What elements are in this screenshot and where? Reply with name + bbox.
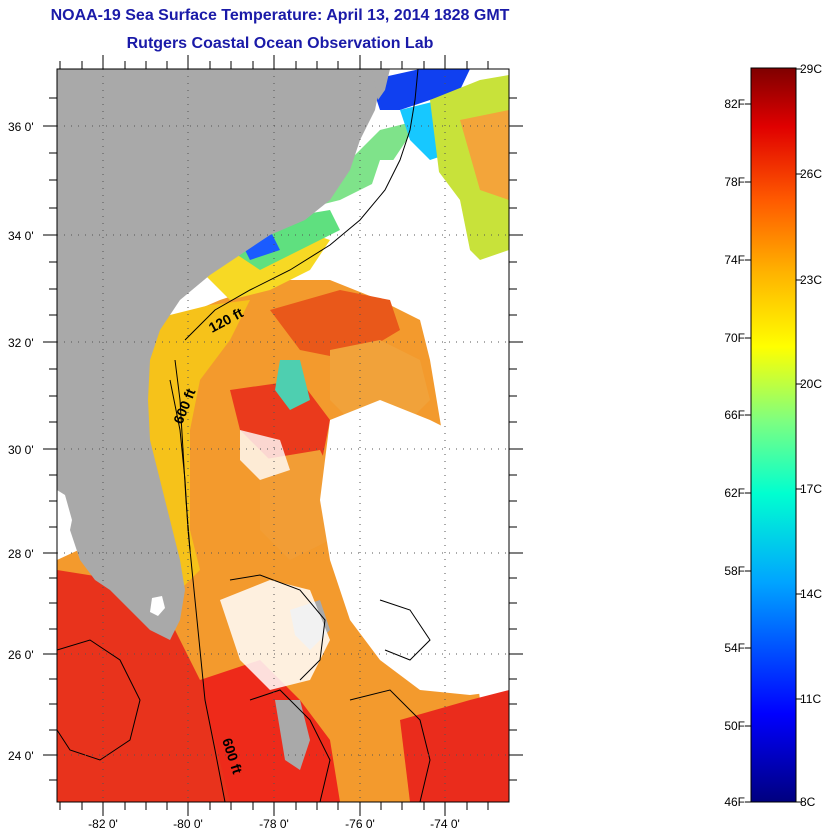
island: [275, 700, 310, 770]
lat-label: 24 0': [8, 749, 34, 763]
depth-contours: [57, 69, 431, 802]
lat-label: 26 0': [8, 648, 34, 662]
colorbar-f-label: 82F: [724, 97, 745, 111]
map-frame: [56, 68, 510, 803]
colorbar-c-label: 20C: [800, 377, 822, 391]
lat-label: 36 0': [8, 120, 34, 134]
colorbar-f-label: 74F: [724, 253, 745, 267]
lon-label: -78 0': [259, 817, 289, 831]
colorbar-c-label: 17C: [800, 482, 822, 496]
lat-label: 34 0': [8, 229, 34, 243]
lake-okeechobee: [150, 596, 165, 616]
colorbar-f-label: 66F: [724, 408, 745, 422]
temperature-colorbar: 82F 78F 74F 70F 66F 62F 58F 54F 50F 46F …: [724, 62, 822, 809]
lat-label: 32 0': [8, 336, 34, 350]
longitude-labels: -82 0' -80 0' -78 0' -76 0' -74 0': [88, 817, 460, 831]
frame-ticks: [43, 55, 523, 816]
lon-label: -82 0': [88, 817, 118, 831]
lon-label: -76 0': [345, 817, 375, 831]
lat-label: 28 0': [8, 547, 34, 561]
colorbar-c-label: 29C: [800, 62, 822, 76]
colorbar-c-label: 8C: [800, 795, 816, 809]
colorbar-c-label: 11C: [800, 692, 821, 706]
colorbar-f-label: 70F: [724, 331, 745, 345]
colorbar-f-label: 54F: [724, 641, 745, 655]
colorbar-c-label: 26C: [800, 167, 822, 181]
cloud-cover: [220, 160, 509, 695]
colorbar-c-label: 14C: [800, 587, 822, 601]
colorbar-f-label: 46F: [724, 795, 745, 809]
celsius-labels: 29C 26C 23C 20C 17C 14C 11C 8C: [800, 62, 822, 809]
map-subtitle: Rutgers Coastal Ocean Observation Lab: [126, 35, 434, 52]
colorbar-f-label: 50F: [724, 719, 745, 733]
colorbar-c-label: 23C: [800, 273, 822, 287]
lon-label: -74 0': [430, 817, 460, 831]
lat-label: 30 0': [8, 443, 34, 457]
colorbar-f-label: 58F: [724, 564, 745, 578]
colorbar-f-label: 62F: [724, 486, 745, 500]
colorbar-ticks: [745, 68, 802, 803]
colorbar-gradient: [750, 67, 797, 803]
colorbar-f-label: 78F: [724, 175, 745, 189]
map-title: NOAA-19 Sea Surface Temperature: April 1…: [50, 7, 510, 24]
fahrenheit-labels: 82F 78F 74F 70F 66F 62F 58F 54F 50F 46F: [724, 97, 745, 809]
latitude-labels: 36 0' 34 0' 32 0' 30 0' 28 0' 26 0' 24 0…: [8, 120, 34, 763]
lon-label: -80 0': [173, 817, 203, 831]
